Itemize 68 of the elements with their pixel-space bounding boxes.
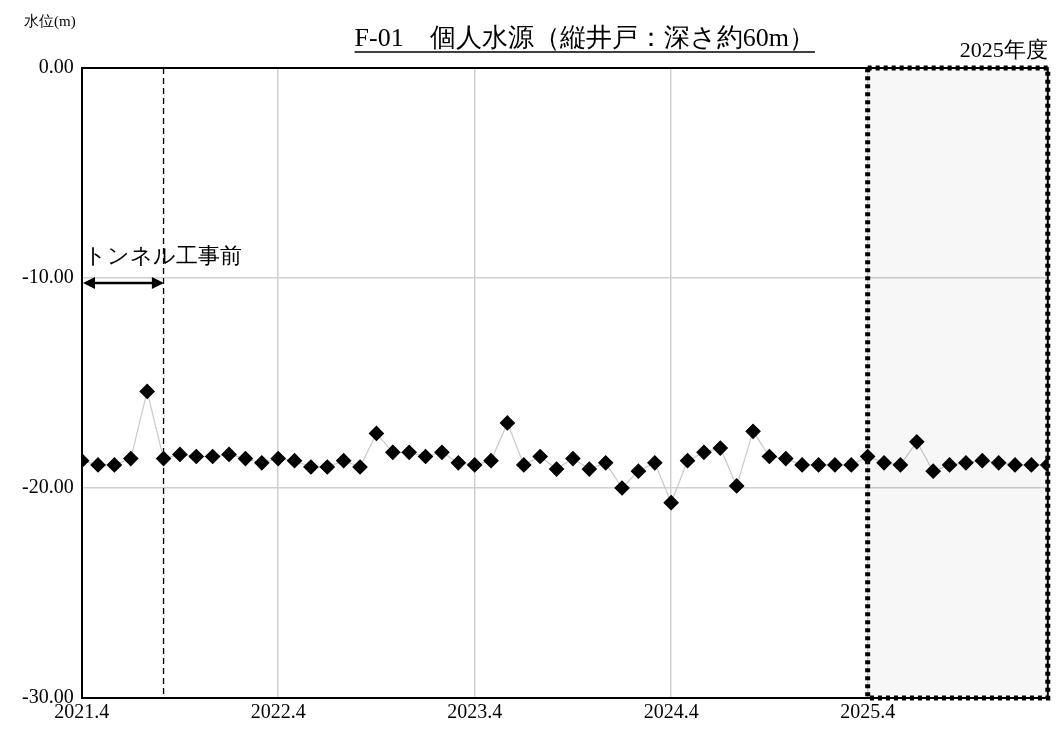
point xyxy=(483,453,499,469)
point xyxy=(810,457,827,473)
point xyxy=(991,455,1007,471)
point xyxy=(532,448,548,465)
point xyxy=(286,453,303,469)
point xyxy=(958,455,974,471)
point xyxy=(974,453,990,469)
point xyxy=(630,463,647,479)
point xyxy=(303,459,319,475)
point xyxy=(254,455,270,471)
point xyxy=(270,451,286,467)
point xyxy=(106,457,123,473)
point xyxy=(614,480,630,496)
point xyxy=(172,446,188,462)
point xyxy=(155,451,172,467)
point xyxy=(1007,457,1023,473)
x-tick-label: 2025.4 xyxy=(840,700,896,723)
point xyxy=(647,455,663,471)
point xyxy=(401,444,417,460)
point xyxy=(778,451,794,467)
point xyxy=(139,383,155,399)
point xyxy=(368,425,385,441)
point xyxy=(123,451,139,467)
band-label: 2025年度 xyxy=(959,36,1048,62)
point xyxy=(598,455,614,471)
point xyxy=(843,457,859,473)
point xyxy=(221,446,237,462)
point xyxy=(679,453,696,469)
x-tick-label: 2022.4 xyxy=(250,700,306,723)
point xyxy=(385,444,401,460)
point xyxy=(417,448,434,465)
point xyxy=(499,415,516,431)
y-tick-label: -20.00 xyxy=(21,475,74,498)
point xyxy=(90,457,106,473)
point xyxy=(941,457,958,473)
point xyxy=(237,451,254,467)
point xyxy=(467,457,483,473)
point xyxy=(794,457,810,473)
point xyxy=(581,461,597,477)
point xyxy=(516,457,532,473)
x-tick-label: 2023.4 xyxy=(447,700,503,723)
annotation: トンネル工事前 xyxy=(83,242,242,268)
point xyxy=(188,448,204,465)
point xyxy=(729,478,745,494)
point xyxy=(336,453,352,469)
point xyxy=(925,463,941,479)
point xyxy=(745,423,761,439)
point xyxy=(319,459,335,475)
point xyxy=(892,457,909,473)
point xyxy=(565,451,581,467)
point xyxy=(909,434,925,450)
point xyxy=(1023,457,1040,473)
x-tick-label: 2024.4 xyxy=(643,700,699,723)
point xyxy=(450,455,466,471)
point xyxy=(434,444,450,460)
point xyxy=(712,440,728,456)
point xyxy=(205,448,221,465)
point xyxy=(761,448,778,465)
point xyxy=(696,444,712,460)
chart-title: F-01 個人水源（縦井戸：深さ約60m） xyxy=(354,23,815,52)
point xyxy=(876,455,892,471)
point xyxy=(548,461,565,477)
point xyxy=(663,495,679,511)
y-axis-title: 水位(m) xyxy=(24,12,76,30)
y-tick-label: 0.00 xyxy=(38,55,74,78)
point xyxy=(827,457,843,473)
y-tick-label: -10.00 xyxy=(21,265,74,288)
point xyxy=(352,459,368,475)
